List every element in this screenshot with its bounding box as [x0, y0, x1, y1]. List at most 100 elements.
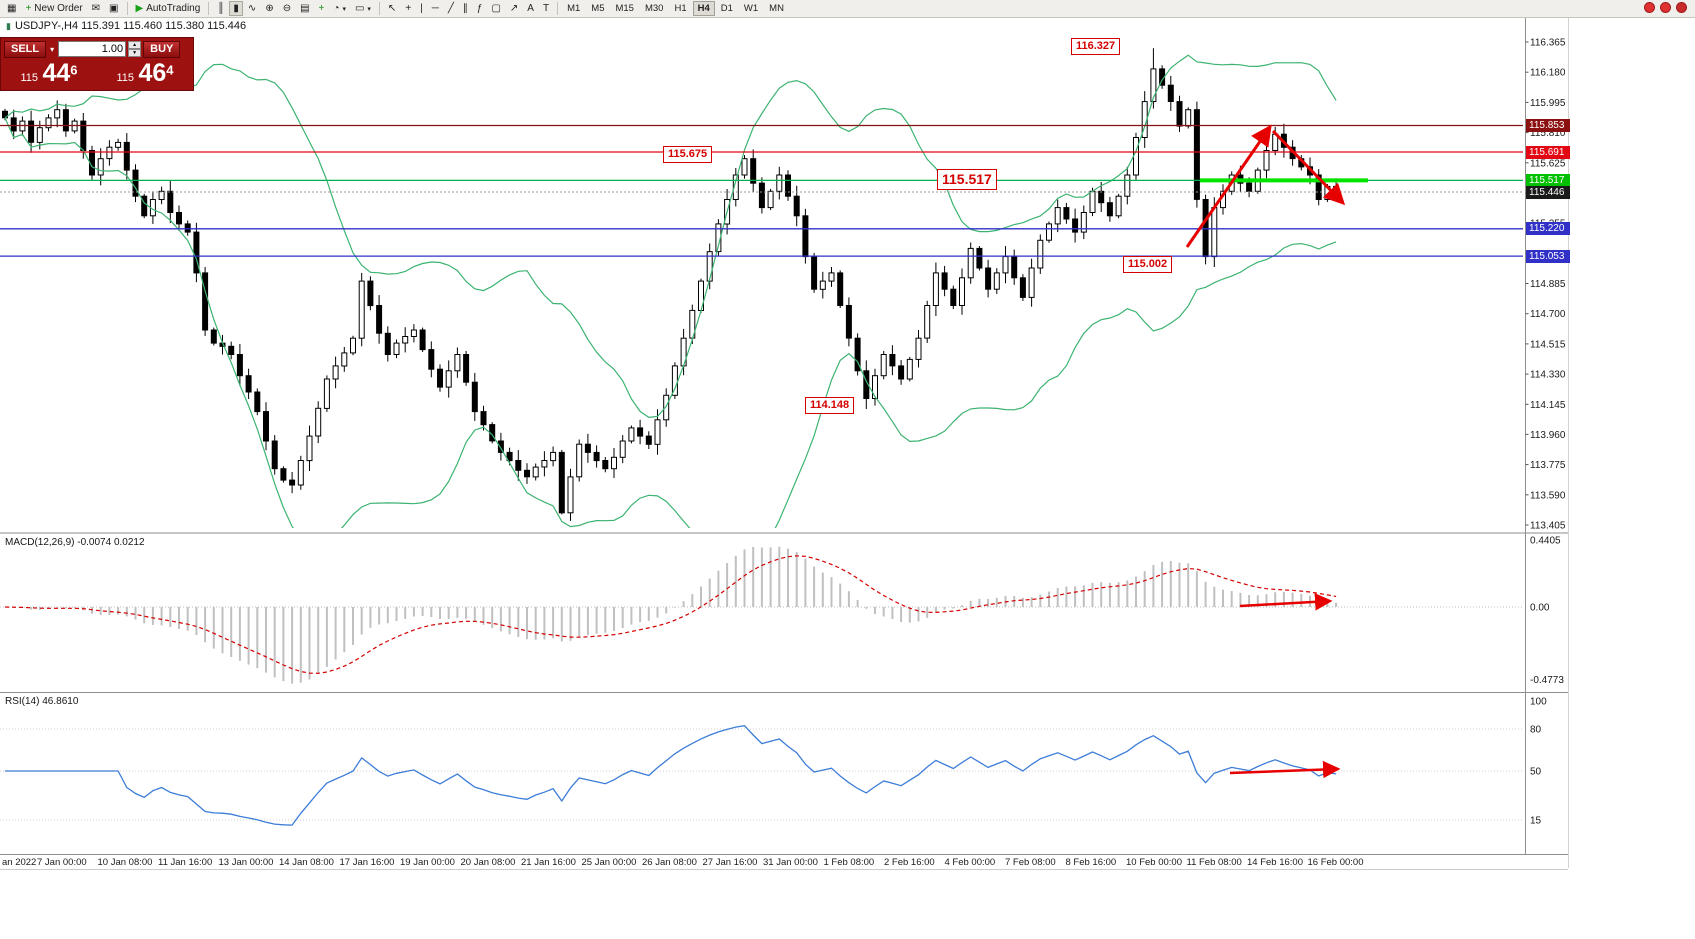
svg-text:14 Jan 08:00: 14 Jan 08:00 [279, 857, 334, 868]
timeframe-m15-button[interactable]: M15 [610, 1, 638, 16]
tile-windows-icon: ▤ [300, 2, 310, 14]
axes: 116.365 116.180 115.995 115.810 115.625 115.4… [0, 17, 1695, 870]
data-window-button[interactable]: ▣ [105, 1, 122, 16]
svg-text:17 Jan 16:00: 17 Jan 16:00 [340, 857, 395, 868]
vertical-line-icon: | [420, 2, 423, 14]
templates-icon: ▭ [354, 2, 365, 14]
chevron-down-icon: ▾ [342, 5, 346, 13]
indicators-button[interactable]: + [315, 1, 329, 16]
rsi-pane [0, 725, 1523, 826]
svg-text:114.145: 114.145 [1530, 400, 1566, 411]
bollinger-bands [4, 54, 1337, 528]
timeframe-mn-button[interactable]: MN [764, 1, 789, 16]
timeframe-m5-button[interactable]: M5 [586, 1, 609, 16]
cursor-button[interactable]: ↖ [384, 1, 400, 16]
timeframe-w1-button[interactable]: W1 [739, 1, 763, 16]
chart-title-text: USDJPY-,H4 115.391 115.460 115.380 115.4… [14, 20, 247, 32]
record-icon[interactable] [1676, 2, 1687, 13]
svg-text:115.995: 115.995 [1530, 98, 1566, 109]
price-callout-114.148[interactable]: 114.148 [805, 397, 855, 414]
svg-text:113.960: 113.960 [1530, 430, 1566, 441]
tile-windows-button[interactable]: ▤ [296, 1, 313, 16]
svg-text:31 Jan 00:00: 31 Jan 00:00 [763, 857, 818, 868]
arrows-button[interactable]: ↗ [506, 1, 522, 16]
horizontal-line-button[interactable]: ─ [428, 1, 443, 16]
new-order-button[interactable]: + New Order [21, 1, 86, 16]
trendline-button[interactable]: ╱ [444, 1, 458, 16]
zoom-out-icon: ⊖ [282, 2, 292, 14]
chart-symbol-icon: ▮ [6, 20, 11, 31]
price-callout-115.675[interactable]: 115.675 [663, 146, 713, 163]
periods-clock-icon: ◔ [333, 2, 340, 14]
mail-button[interactable]: ✉ [88, 1, 104, 16]
channel-button[interactable]: ∥ [459, 1, 472, 16]
horizontal-line-icon: ─ [431, 2, 439, 14]
toolbar-separator [126, 2, 128, 15]
chart-window-icon: ▦ [7, 2, 17, 14]
volume-down-button[interactable]: ▼ [128, 49, 142, 57]
zoom-out-button[interactable]: ⊖ [279, 1, 295, 16]
timeframe-d1-button[interactable]: D1 [716, 1, 738, 16]
vertical-line-button[interactable]: | [416, 1, 427, 16]
timeframe-m1-button[interactable]: M1 [562, 1, 585, 16]
autotrading-button[interactable]: ▶ AutoTrading [132, 1, 205, 16]
timeframe-h4-button[interactable]: H4 [692, 1, 715, 16]
sell-button[interactable]: SELL [4, 40, 47, 58]
fibonacci-button[interactable]: ƒ [473, 1, 487, 16]
text-label-icon: T [542, 2, 550, 14]
record-icon[interactable] [1660, 2, 1671, 13]
text-button[interactable]: A [523, 1, 538, 16]
volume-input[interactable] [58, 41, 127, 57]
svg-text:15: 15 [1530, 816, 1542, 827]
buy-button[interactable]: BUY [143, 40, 181, 58]
price-callout-116.327[interactable]: 116.327 [1071, 38, 1121, 55]
periods-button[interactable]: ◔ ▾ [329, 1, 350, 16]
buy-price-prefix: 115 [116, 72, 135, 84]
line-chart-button[interactable]: ∿ [244, 1, 260, 16]
svg-text:13 Jan 00:00: 13 Jan 00:00 [219, 857, 274, 868]
new-order-button-label: New Order [34, 3, 83, 14]
candlestick-icon: ▮ [233, 2, 239, 14]
svg-text:114.885: 114.885 [1530, 279, 1566, 290]
record-icon[interactable] [1644, 2, 1655, 13]
timeframe-m30-button[interactable]: M30 [640, 1, 668, 16]
sell-price[interactable]: 115 446 [1, 60, 97, 90]
shapes-button[interactable]: ▢ [487, 1, 504, 16]
svg-text:114.515: 114.515 [1530, 339, 1566, 350]
buy-price[interactable]: 115 464 [97, 60, 193, 90]
trendline-icon: ╱ [447, 2, 454, 14]
svg-text:0.4405: 0.4405 [1530, 536, 1561, 547]
sell-price-pip: 6 [70, 62, 78, 78]
indicators-plus-icon: + [318, 2, 325, 14]
candlestick-chart-button[interactable]: ▮ [229, 1, 243, 16]
svg-text:114.330: 114.330 [1530, 370, 1566, 381]
chevron-down-icon[interactable]: ▾ [50, 44, 55, 54]
svg-text:10 Feb 00:00: 10 Feb 00:00 [1126, 857, 1182, 868]
chart-window-button[interactable]: ▦ [3, 1, 20, 16]
svg-text:114.700: 114.700 [1530, 309, 1566, 320]
svg-text:115.625: 115.625 [1530, 158, 1566, 169]
crosshair-button[interactable]: + [401, 1, 415, 16]
sell-price-prefix: 115 [20, 72, 39, 84]
bar-chart-icon: ║ [217, 2, 225, 14]
toolbar-separator [208, 2, 210, 15]
svg-text:an 2022: an 2022 [2, 857, 36, 868]
sell-price-main: 44 [42, 59, 71, 87]
bar-chart-button[interactable]: ║ [213, 1, 228, 16]
candlestick-series [2, 48, 1340, 521]
volume-up-button[interactable]: ▲ [128, 41, 142, 49]
price-callout-115.517[interactable]: 115.517 [937, 169, 997, 190]
svg-text:11 Jan 16:00: 11 Jan 16:00 [158, 857, 212, 868]
macd-pane [0, 546, 1523, 684]
svg-text:100: 100 [1530, 697, 1547, 708]
autotrading-button-label: AutoTrading [146, 3, 201, 14]
text-label-button[interactable]: T [539, 1, 553, 16]
price-callout-115.002[interactable]: 115.002 [1123, 256, 1173, 273]
timeframe-h1-button[interactable]: H1 [669, 1, 691, 16]
svg-text:7 Jan 00:00: 7 Jan 00:00 [37, 857, 87, 868]
svg-text:26 Jan 08:00: 26 Jan 08:00 [642, 857, 697, 868]
zoom-in-button[interactable]: ⊕ [261, 1, 277, 16]
templates-button[interactable]: ▭ ▾ [351, 1, 375, 16]
